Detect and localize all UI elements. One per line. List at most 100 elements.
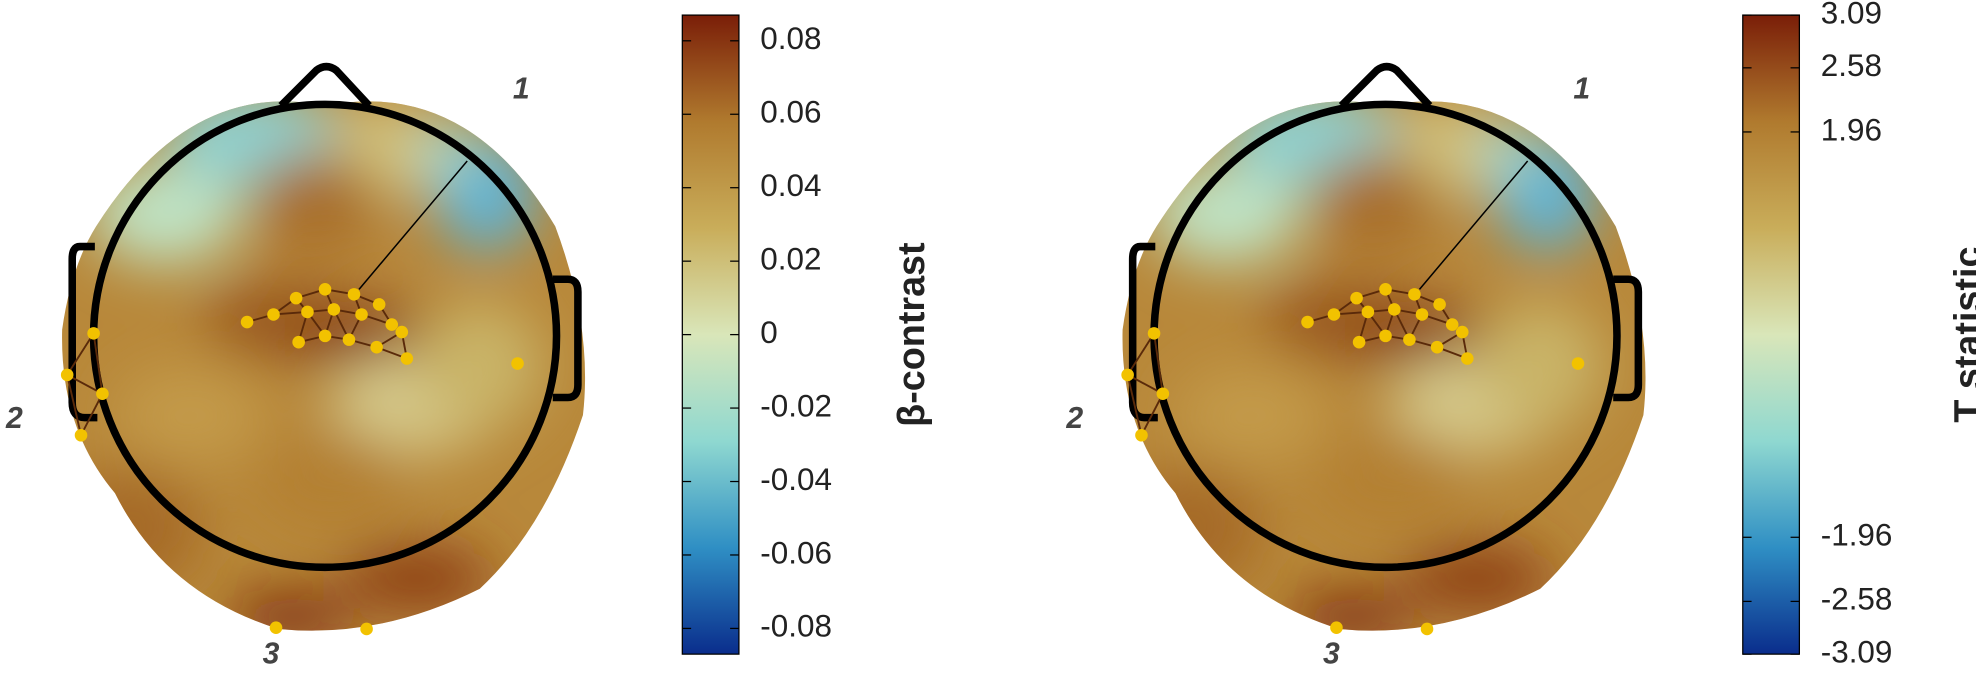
electrode — [1430, 340, 1444, 354]
colorbar-tick-label: 1.96 — [1821, 112, 1882, 147]
topomap: 1 2 3 -3.09 -2.58 -1.96 1.96 2.58 3.09 T statisti… — [1065, 0, 1976, 670]
field-blob — [1122, 465, 1264, 592]
electrode — [1445, 318, 1459, 331]
electrode — [318, 329, 332, 343]
annotation: 1 — [1573, 73, 1590, 106]
electrode — [269, 621, 283, 635]
colorbar-tick-label: -1.96 — [1821, 518, 1893, 553]
electrode — [96, 387, 109, 401]
electrode — [1403, 333, 1416, 346]
electrode — [87, 327, 100, 340]
electrode — [1121, 368, 1134, 382]
field-blob — [1477, 301, 1604, 428]
electrode — [1379, 283, 1392, 296]
electrode — [1433, 298, 1446, 311]
electrode — [347, 288, 361, 301]
electrode — [360, 622, 373, 636]
field-blob — [1345, 301, 1484, 365]
field-blob — [253, 427, 405, 529]
electrode — [1352, 335, 1366, 349]
annotation: 2 — [5, 402, 23, 435]
electrode — [1361, 305, 1375, 319]
electrode — [1301, 315, 1314, 329]
annotation: 2 — [1065, 402, 1083, 435]
electrode — [1156, 387, 1170, 401]
electrode — [385, 318, 399, 331]
colorbar-tick-label: 3.09 — [1821, 0, 1882, 30]
electrode — [355, 308, 368, 321]
electrode — [1330, 621, 1343, 635]
colorbar-tick-label: -3.09 — [1821, 634, 1893, 669]
colorbar-tick-label: 0.06 — [760, 95, 821, 130]
electrode-link — [80, 393, 104, 436]
electrode — [1147, 327, 1161, 340]
electrode — [400, 352, 414, 365]
nose — [278, 62, 372, 109]
field-blob — [114, 364, 266, 466]
colorbar-tick-label: -0.02 — [760, 388, 832, 423]
electrode — [1455, 325, 1469, 339]
electrode — [395, 325, 409, 339]
electrode — [240, 315, 254, 329]
electrode — [327, 303, 341, 316]
topomap: 1 2 3 -0.08 -0.06 -0.04 -0.02 0 0.02 0.04 0.06 0.08… — [5, 14, 932, 670]
electrode-link — [1140, 393, 1164, 436]
electrode-link — [1153, 333, 1164, 394]
colorbar — [1742, 14, 1801, 655]
electrode — [1460, 352, 1474, 365]
field-blob — [253, 150, 380, 252]
electrode-link — [92, 333, 104, 394]
field-blob — [228, 593, 354, 631]
field-blob — [89, 163, 241, 265]
electrode-link — [66, 332, 95, 376]
electrode — [292, 335, 305, 349]
field-blob — [1401, 547, 1553, 611]
colorbar-label: β-contrast — [890, 242, 932, 427]
pointer-line — [358, 160, 468, 290]
colorbar-tick-label: -0.08 — [760, 609, 832, 644]
field-blob — [416, 301, 543, 428]
electrode-link — [1126, 332, 1155, 376]
colorbar-tick-label: 0.08 — [760, 21, 821, 56]
electrode — [511, 357, 524, 370]
colorbar-tick-label: -0.06 — [760, 535, 832, 570]
colorbar-tick-label: 0.04 — [760, 168, 821, 203]
electrode — [318, 283, 332, 296]
electrode — [1420, 622, 1434, 636]
electrode — [60, 368, 74, 382]
field-blob — [1150, 163, 1302, 265]
electrode-link — [66, 374, 82, 436]
colorbar-label: T statistic — [1946, 247, 1976, 423]
annotation: 1 — [513, 73, 530, 106]
colorbar-tick-label: 0 — [760, 315, 777, 350]
electrode — [1135, 428, 1148, 442]
left-ear — [1128, 242, 1158, 422]
field-blob — [1313, 427, 1465, 529]
colorbar-tick-label: -2.58 — [1821, 582, 1893, 617]
nose — [1338, 62, 1433, 109]
electrode — [342, 333, 356, 346]
colorbar-tick-label: -0.04 — [760, 462, 832, 497]
annotation: 3 — [263, 637, 280, 670]
electrode — [1571, 357, 1585, 370]
electrode-link — [1127, 374, 1164, 395]
electrode — [1379, 329, 1392, 343]
electrode — [301, 305, 314, 319]
pointer-line — [1418, 160, 1529, 290]
field-blob — [284, 301, 424, 365]
right-ear — [1613, 275, 1643, 402]
colorbar-tick-label: 0.02 — [760, 241, 821, 276]
electrode — [1388, 303, 1401, 316]
field-blob — [62, 465, 204, 592]
electrode — [370, 340, 383, 354]
field-blob — [1288, 593, 1415, 631]
electrode — [289, 291, 303, 305]
electrode — [1408, 288, 1421, 301]
electrode — [372, 298, 386, 311]
electrode — [1327, 308, 1341, 321]
field-blob — [1175, 364, 1327, 466]
colorbar — [681, 14, 740, 655]
electrode — [74, 428, 88, 442]
